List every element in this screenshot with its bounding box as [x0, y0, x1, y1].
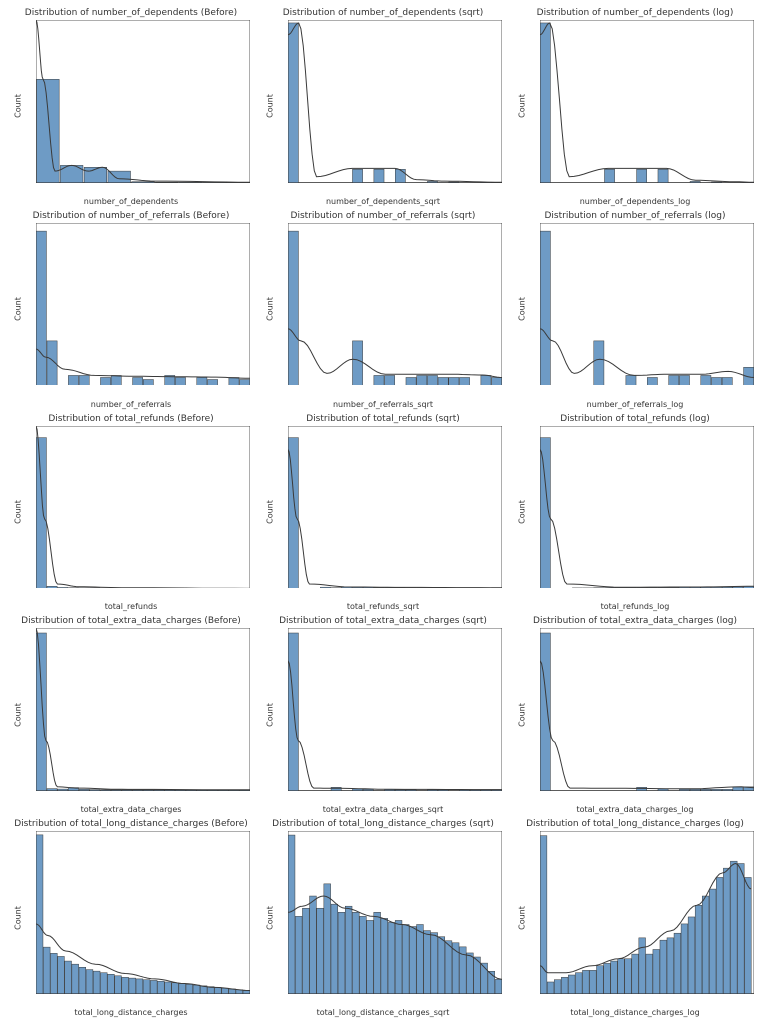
- y-axis-label: Count: [265, 95, 274, 119]
- chart-grid: Distribution of number_of_dependents (Be…: [8, 8, 758, 1016]
- chart-title: Distribution of total_long_distance_char…: [260, 819, 506, 829]
- chart-title: Distribution of total_refunds (log): [512, 414, 758, 424]
- plot-area: 0500100015002000250030003500400000.511.5…: [540, 223, 754, 386]
- x-axis-label: number_of_referrals_log: [512, 400, 758, 409]
- plot-area: 0500100015002000250030003500400000.511.5…: [288, 223, 502, 386]
- y-axis-label: Count: [13, 297, 22, 321]
- plot-area: 01000200030004000500000.511.522.53: [288, 20, 502, 183]
- chart-9: Distribution of total_extra_data_charges…: [8, 616, 254, 813]
- chart-13: Distribution of total_long_distance_char…: [260, 819, 506, 1016]
- chart-title: Distribution of total_long_distance_char…: [8, 819, 254, 829]
- x-axis-label: total_extra_data_charges_sqrt: [260, 805, 506, 814]
- plot-area: 0100020003000400050006000012345: [540, 628, 754, 791]
- y-axis-label: Count: [517, 95, 526, 119]
- y-axis-label: Count: [13, 95, 22, 119]
- chart-11: Distribution of total_extra_data_charges…: [512, 616, 758, 813]
- y-axis-label: Count: [265, 297, 274, 321]
- plot-area: 0100200300400500600700012345678: [540, 831, 754, 994]
- chart-1: Distribution of number_of_dependents (sq…: [260, 8, 506, 205]
- chart-title: Distribution of total_extra_data_charges…: [260, 616, 506, 626]
- y-axis-label: Count: [265, 906, 274, 930]
- plot-area: 0250500750100012501500175020000500100015…: [36, 831, 250, 994]
- plot-area: 0100020003000400050006000700001020304050: [36, 426, 250, 589]
- x-axis-label: total_refunds_sqrt: [260, 602, 506, 611]
- chart-4: Distribution of number_of_referrals (sqr…: [260, 211, 506, 408]
- x-axis-label: total_long_distance_charges_sqrt: [260, 1008, 506, 1017]
- x-axis-label: total_long_distance_charges_log: [512, 1008, 758, 1017]
- chart-3: Distribution of number_of_referrals (Bef…: [8, 211, 254, 408]
- x-axis-label: total_refunds_log: [512, 602, 758, 611]
- chart-title: Distribution of total_refunds (sqrt): [260, 414, 506, 424]
- plot-area: 01000200030004000500000.511.52: [540, 20, 754, 183]
- chart-title: Distribution of number_of_referrals (sqr…: [260, 211, 506, 221]
- chart-14: Distribution of total_long_distance_char…: [512, 819, 758, 1016]
- chart-8: Distribution of total_refunds (log) Count…: [512, 414, 758, 611]
- plot-area: 0100020003000400050006000024681012: [288, 628, 502, 791]
- y-axis-label: Count: [517, 703, 526, 727]
- y-axis-label: Count: [517, 500, 526, 524]
- x-axis-label: number_of_referrals: [8, 400, 254, 409]
- x-axis-label: number_of_dependents_sqrt: [260, 197, 506, 206]
- chart-title: Distribution of number_of_dependents (sq…: [260, 8, 506, 18]
- chart-title: Distribution of total_extra_data_charges…: [512, 616, 758, 626]
- y-axis-label: Count: [13, 906, 22, 930]
- x-axis-label: total_extra_data_charges_log: [512, 805, 758, 814]
- x-axis-label: number_of_dependents_log: [512, 197, 758, 206]
- chart-title: Distribution of total_refunds (Before): [8, 414, 254, 424]
- y-axis-label: Count: [13, 500, 22, 524]
- chart-5: Distribution of number_of_referrals (log…: [512, 211, 758, 408]
- plot-area: 0100020003000400050006000700001234567: [288, 426, 502, 589]
- chart-6: Distribution of total_refunds (Before) Co…: [8, 414, 254, 611]
- chart-0: Distribution of number_of_dependents (Be…: [8, 8, 254, 205]
- y-axis-label: Count: [13, 703, 22, 727]
- chart-title: Distribution of number_of_dependents (Be…: [8, 8, 254, 18]
- plot-area: 050010001500200025003000350040000246810: [36, 223, 250, 386]
- y-axis-label: Count: [517, 297, 526, 321]
- chart-title: Distribution of total_long_distance_char…: [512, 819, 758, 829]
- chart-title: Distribution of total_extra_data_charges…: [8, 616, 254, 626]
- chart-12: Distribution of total_long_distance_char…: [8, 819, 254, 1016]
- chart-2: Distribution of number_of_dependents (lo…: [512, 8, 758, 205]
- chart-10: Distribution of total_extra_data_charges…: [260, 616, 506, 813]
- y-axis-label: Count: [265, 703, 274, 727]
- plot-area: 0100020003000400050006000700000.511.522.…: [540, 426, 754, 589]
- x-axis-label: total_refunds: [8, 602, 254, 611]
- chart-title: Distribution of number_of_referrals (log…: [512, 211, 758, 221]
- plot-area: 01002003004005006007008000102030405060: [288, 831, 502, 994]
- plot-area: 01000200030004000500060007000800002468: [36, 20, 250, 183]
- x-axis-label: number_of_referrals_sqrt: [260, 400, 506, 409]
- chart-7: Distribution of total_refunds (sqrt) Coun…: [260, 414, 506, 611]
- y-axis-label: Count: [517, 906, 526, 930]
- x-axis-label: total_long_distance_charges: [8, 1008, 254, 1017]
- chart-title: Distribution of number_of_dependents (lo…: [512, 8, 758, 18]
- y-axis-label: Count: [265, 500, 274, 524]
- chart-title: Distribution of number_of_referrals (Bef…: [8, 211, 254, 221]
- plot-area: 0100020003000400050006000020406080100120…: [36, 628, 250, 791]
- x-axis-label: total_extra_data_charges: [8, 805, 254, 814]
- x-axis-label: number_of_dependents: [8, 197, 254, 206]
